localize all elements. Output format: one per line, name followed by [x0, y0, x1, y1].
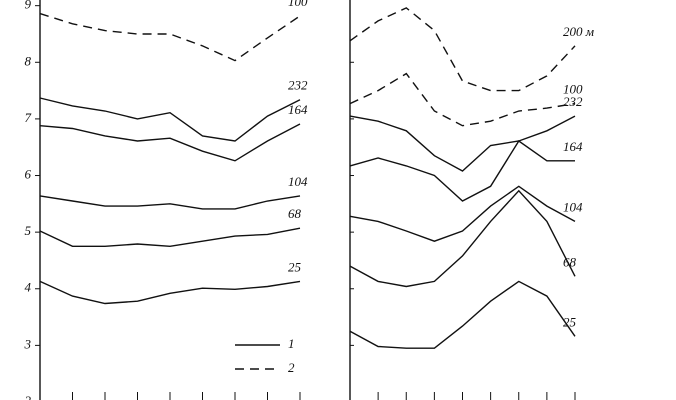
series-label: 232: [563, 94, 583, 109]
series-line: [39, 227, 301, 248]
series-label: 232: [288, 78, 308, 93]
y-tick-label: 3: [24, 336, 32, 351]
series-line: [39, 280, 301, 305]
series-line: [39, 12, 301, 62]
series-line: [39, 123, 301, 162]
series-line: [39, 195, 301, 210]
y-tick-label: 2: [25, 393, 32, 400]
series-label: 100: [288, 0, 308, 9]
series-label: 104: [563, 199, 583, 214]
y-tick-label: 7: [25, 110, 32, 125]
series-label: 68: [288, 206, 302, 221]
y-tick-label: 6: [25, 167, 32, 182]
series-label: 68: [563, 254, 577, 269]
series-line: [349, 189, 576, 288]
series-line: [349, 140, 575, 202]
legend-label: 1: [288, 336, 295, 351]
y-tick-label: 5: [25, 223, 32, 238]
series-label: 164: [563, 139, 583, 154]
series-label: 25: [288, 259, 302, 274]
series-label: 100: [563, 82, 583, 97]
series-line: [349, 7, 576, 92]
y-tick-label: 9: [25, 0, 32, 12]
series-label: 200 м: [563, 24, 594, 39]
legend-label: 2: [288, 360, 295, 375]
series-line: [349, 185, 576, 242]
series-label: 164: [288, 102, 308, 117]
series-label: 104: [288, 174, 308, 189]
series-line: [349, 280, 576, 349]
series-line: [349, 72, 576, 127]
y-tick-label: 4: [25, 280, 32, 295]
series-line: [349, 115, 576, 172]
series-line: [39, 97, 301, 142]
series-label: 25: [563, 314, 577, 329]
y-tick-label: 8: [25, 53, 32, 68]
